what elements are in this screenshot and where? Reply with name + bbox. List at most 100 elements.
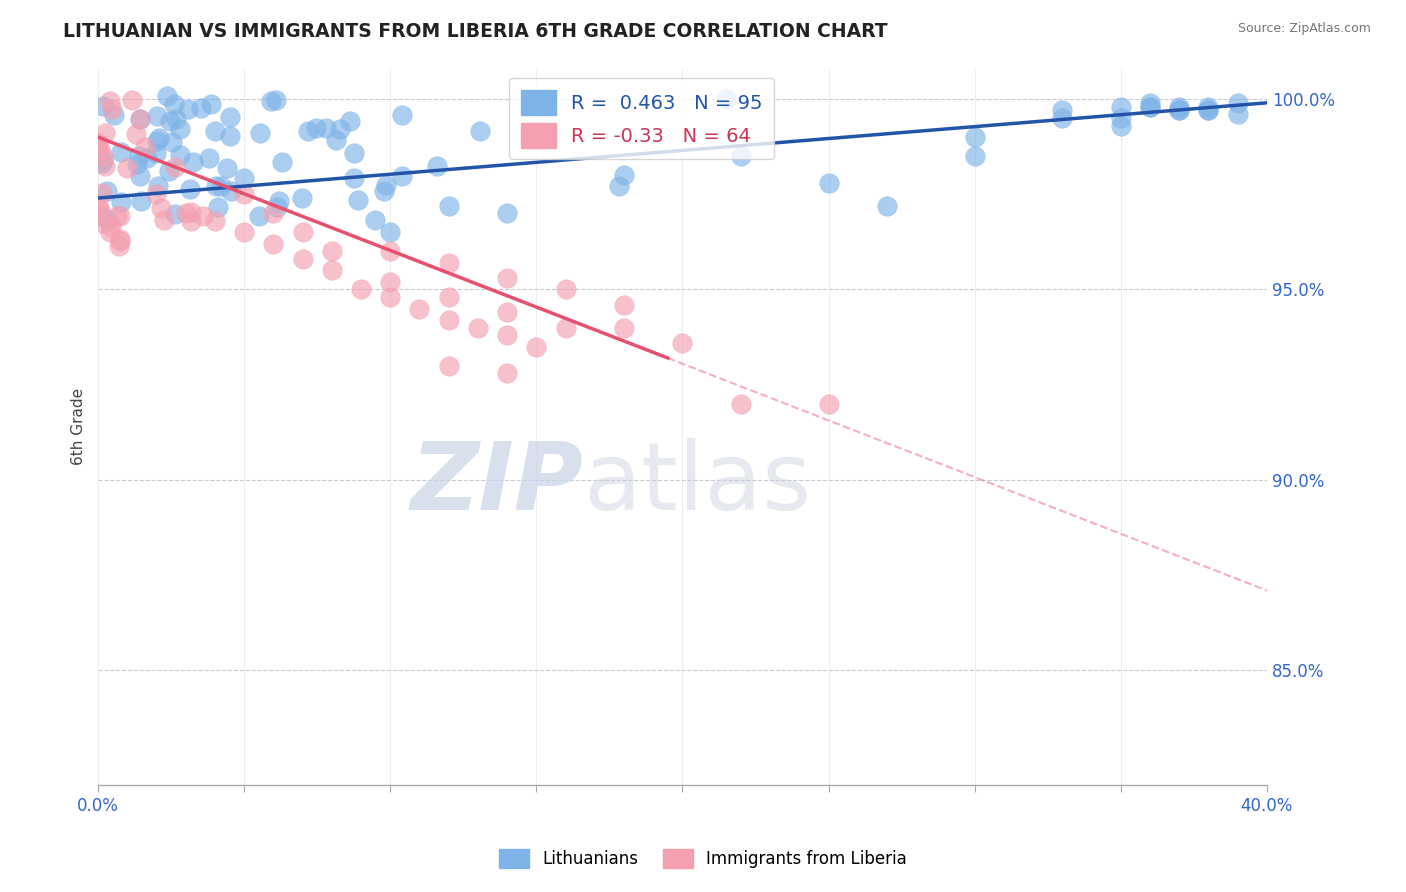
Point xyxy=(124,128,146,142)
Point xyxy=(160,135,183,149)
Point xyxy=(554,320,576,334)
Point xyxy=(714,92,737,106)
Point xyxy=(148,131,170,145)
Point xyxy=(128,149,150,163)
Text: ZIP: ZIP xyxy=(411,438,583,530)
Point xyxy=(343,170,366,185)
Point xyxy=(373,184,395,198)
Point xyxy=(97,212,120,227)
Point xyxy=(364,213,387,227)
Point xyxy=(110,195,132,210)
Point xyxy=(1226,107,1249,121)
Point xyxy=(87,136,110,150)
Point xyxy=(350,283,373,297)
Point xyxy=(219,184,242,198)
Point xyxy=(730,149,752,163)
Point xyxy=(1052,111,1074,125)
Point xyxy=(219,110,242,124)
Point xyxy=(391,169,413,183)
Point xyxy=(1139,100,1161,114)
Point xyxy=(817,176,839,190)
Point xyxy=(437,199,460,213)
Point xyxy=(179,182,201,196)
Point xyxy=(96,184,118,198)
Point xyxy=(87,208,110,222)
Point xyxy=(204,124,226,138)
Point xyxy=(1197,100,1219,114)
Point xyxy=(496,271,519,285)
Point xyxy=(496,206,519,220)
Point xyxy=(1197,103,1219,118)
Point xyxy=(108,231,131,245)
Point xyxy=(1139,100,1161,114)
Point xyxy=(159,114,181,128)
Point xyxy=(91,149,114,163)
Point xyxy=(197,151,219,165)
Point xyxy=(128,112,150,127)
Point xyxy=(205,179,228,194)
Point xyxy=(87,202,110,217)
Point xyxy=(1109,119,1132,133)
Point xyxy=(262,206,284,220)
Point xyxy=(609,179,631,194)
Point xyxy=(963,130,986,145)
Point xyxy=(671,335,693,350)
Point xyxy=(496,305,519,319)
Point xyxy=(101,102,124,116)
Point xyxy=(1109,111,1132,125)
Point xyxy=(110,234,132,248)
Point xyxy=(1139,95,1161,110)
Point xyxy=(554,283,576,297)
Point xyxy=(146,109,169,123)
Text: LITHUANIAN VS IMMIGRANTS FROM LIBERIA 6TH GRADE CORRELATION CHART: LITHUANIAN VS IMMIGRANTS FROM LIBERIA 6T… xyxy=(63,22,889,41)
Text: atlas: atlas xyxy=(583,438,811,530)
Point xyxy=(347,193,370,207)
Point xyxy=(291,191,314,205)
Point xyxy=(1052,103,1074,118)
Point xyxy=(91,99,114,113)
Point xyxy=(209,179,232,194)
Point xyxy=(260,94,283,108)
Point xyxy=(233,187,256,202)
Point xyxy=(190,101,212,115)
Point xyxy=(177,102,200,116)
Point xyxy=(437,290,460,304)
Point xyxy=(467,320,489,334)
Point xyxy=(157,163,180,178)
Point xyxy=(271,154,294,169)
Point xyxy=(496,366,519,380)
Point xyxy=(343,146,366,161)
Point xyxy=(165,207,187,221)
Point xyxy=(98,225,121,239)
Point xyxy=(129,169,152,183)
Point xyxy=(204,214,226,228)
Point xyxy=(1168,103,1191,118)
Point xyxy=(180,204,202,219)
Point xyxy=(380,290,402,304)
Point xyxy=(374,178,396,193)
Point xyxy=(817,397,839,411)
Point xyxy=(134,140,156,154)
Point xyxy=(121,94,143,108)
Point xyxy=(233,170,256,185)
Point xyxy=(437,256,460,270)
Point xyxy=(247,209,270,223)
Point xyxy=(108,210,131,224)
Point xyxy=(91,156,114,170)
Point xyxy=(219,129,242,144)
Point xyxy=(325,133,347,147)
Point xyxy=(437,313,460,327)
Point xyxy=(233,225,256,239)
Point xyxy=(266,200,288,214)
Point xyxy=(108,239,131,253)
Point xyxy=(249,126,271,140)
Point xyxy=(613,168,636,182)
Point xyxy=(408,301,430,316)
Point xyxy=(103,108,125,122)
Point xyxy=(105,209,128,223)
Point xyxy=(305,120,328,135)
Point xyxy=(87,136,110,151)
Point xyxy=(876,199,898,213)
Point xyxy=(1168,100,1191,114)
Point xyxy=(437,359,460,373)
